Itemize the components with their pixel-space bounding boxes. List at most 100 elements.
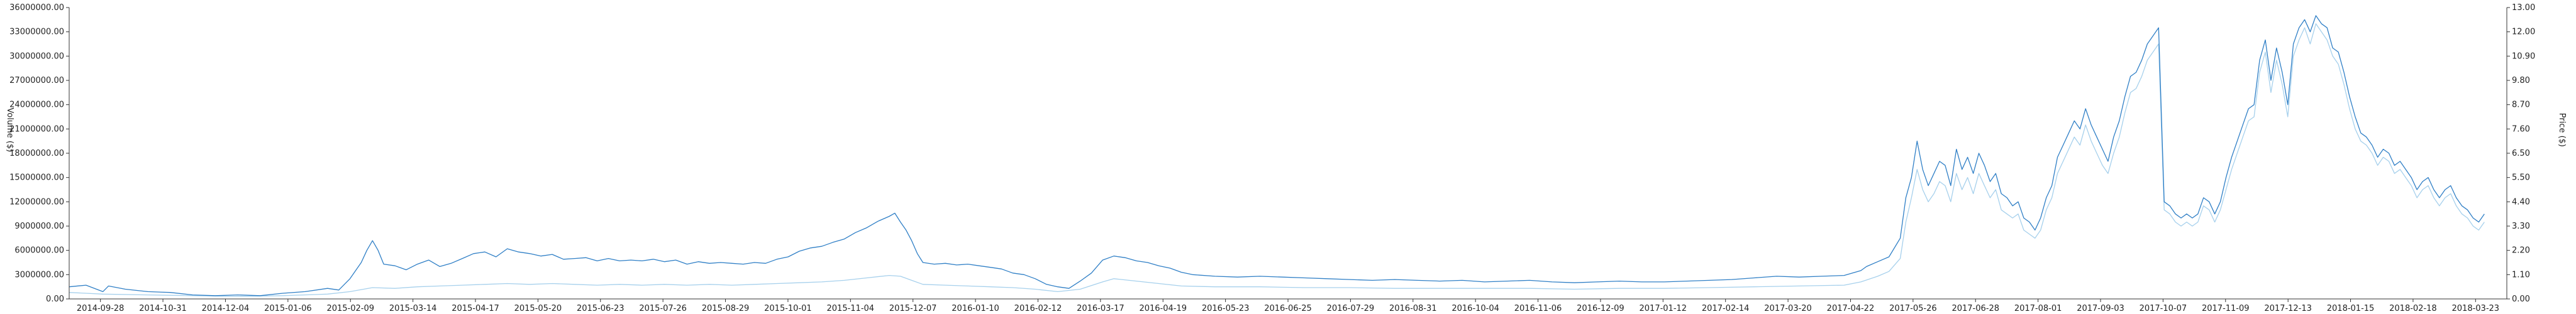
x-tick: 2017-12-13	[2264, 299, 2312, 313]
x-tick-label: 2017-05-26	[1889, 304, 1937, 313]
x-tick-label: 2016-10-04	[1452, 304, 1499, 313]
x-tick: 2017-05-26	[1889, 299, 1937, 313]
x-tick-label: 2016-04-19	[1139, 304, 1187, 313]
x-tick-label: 2017-12-13	[2264, 304, 2312, 313]
y-left-tick: 6000000.00	[14, 246, 69, 256]
y-right-tick-label: 4.40	[2512, 197, 2530, 207]
x-tick: 2018-03-23	[2452, 299, 2500, 313]
x-tick: 2016-08-31	[1389, 299, 1437, 313]
y-right-tick: 10.90	[2507, 51, 2535, 61]
x-tick: 2015-11-04	[827, 299, 875, 313]
x-tick: 2017-10-07	[2140, 299, 2187, 313]
y-right-tick: 2.20	[2507, 246, 2530, 256]
x-tick-label: 2015-02-09	[326, 304, 374, 313]
y-right-tick-label: 1.10	[2512, 270, 2530, 279]
x-tick: 2014-10-31	[139, 299, 187, 313]
x-tick-label: 2016-08-31	[1389, 304, 1437, 313]
x-tick-label: 2016-07-29	[1327, 304, 1375, 313]
y-left-tick-label: 15000000.00	[9, 173, 64, 183]
y-left-tick: 36000000.00	[9, 3, 69, 13]
x-tick-label: 2016-05-23	[1202, 304, 1250, 313]
y-left-tick: 30000000.00	[9, 51, 69, 61]
y-right-tick: 0.00	[2507, 295, 2530, 304]
y-right-tick-label: 5.50	[2512, 173, 2530, 183]
y-axis-right-title: Price ($)	[2557, 113, 2567, 147]
y-left-tick: 12000000.00	[9, 197, 69, 207]
y-right-tick: 9.80	[2507, 76, 2530, 85]
x-tick-label: 2015-01-06	[264, 304, 312, 313]
y-right-tick-label: 3.30	[2512, 222, 2530, 231]
x-tick-label: 2016-02-12	[1014, 304, 1062, 313]
x-tick: 2017-04-22	[1827, 299, 1874, 313]
x-tick: 2015-03-14	[389, 299, 437, 313]
x-tick-label: 2017-08-01	[2014, 304, 2062, 313]
x-tick: 2017-03-20	[1764, 299, 1812, 313]
y-right-tick-label: 2.20	[2512, 246, 2530, 256]
x-tick-label: 2015-03-14	[389, 304, 437, 313]
y-left-tick-label: 33000000.00	[9, 28, 64, 37]
x-tick-label: 2015-11-04	[827, 304, 875, 313]
x-tick: 2018-02-18	[2389, 299, 2437, 313]
y-left-tick: 3000000.00	[14, 270, 69, 279]
x-tick-label: 2014-10-31	[139, 304, 187, 313]
series-line	[69, 23, 2485, 297]
y-left-tick: 9000000.00	[14, 222, 69, 231]
x-tick: 2016-06-25	[1264, 299, 1312, 313]
y-axis-left-title: Volume ($)	[5, 107, 14, 152]
x-tick: 2017-09-03	[2077, 299, 2124, 313]
y-left-tick-label: 27000000.00	[9, 76, 64, 85]
x-tick-label: 2017-01-12	[1640, 304, 1687, 313]
x-tick-label: 2017-02-14	[1702, 304, 1750, 313]
x-tick: 2015-07-26	[639, 299, 687, 313]
x-tick-label: 2015-10-01	[764, 304, 812, 313]
x-tick-label: 2016-11-06	[1514, 304, 1562, 313]
y-right-tick-label: 9.80	[2512, 76, 2530, 85]
y-left-tick-label: 18000000.00	[9, 149, 64, 158]
x-tick: 2018-01-15	[2327, 299, 2375, 313]
x-tick-label: 2014-09-28	[77, 304, 125, 313]
chart-series	[69, 15, 2485, 297]
x-tick: 2015-04-17	[452, 299, 499, 313]
x-tick: 2015-10-01	[764, 299, 812, 313]
x-tick-label: 2015-12-07	[889, 304, 937, 313]
y-left-tick-label: 12000000.00	[9, 197, 64, 207]
x-tick-label: 2015-08-29	[702, 304, 750, 313]
x-tick-label: 2018-01-15	[2327, 304, 2375, 313]
x-tick: 2016-07-29	[1327, 299, 1375, 313]
y-left-tick: 24000000.00	[9, 100, 69, 110]
y-right-tick-label: 10.90	[2512, 51, 2535, 61]
x-tick: 2016-05-23	[1202, 299, 1250, 313]
y-left-tick: 27000000.00	[9, 76, 69, 85]
x-tick-label: 2018-02-18	[2389, 304, 2437, 313]
y-left-tick: 18000000.00	[9, 149, 69, 158]
x-tick: 2017-02-14	[1702, 299, 1750, 313]
y-right-tick-label: 8.70	[2512, 100, 2530, 110]
y-right-tick-label: 6.50	[2512, 149, 2530, 158]
x-tick: 2017-08-01	[2014, 299, 2062, 313]
y-left-tick-label: 6000000.00	[14, 246, 64, 256]
x-tick-label: 2017-09-03	[2077, 304, 2124, 313]
x-tick: 2016-10-04	[1452, 299, 1499, 313]
y-right-tick: 1.10	[2507, 270, 2530, 279]
x-tick: 2014-09-28	[77, 299, 125, 313]
y-axis-left: 0.00 3000000.00 6000000.00 9000000.00 120000…	[9, 3, 70, 304]
y-left-tick: 15000000.00	[9, 173, 69, 183]
x-tick-label: 2018-03-23	[2452, 304, 2500, 313]
y-left-tick-label: 3000000.00	[14, 270, 64, 279]
x-tick: 2015-06-23	[577, 299, 625, 313]
x-tick: 2015-08-29	[702, 299, 750, 313]
x-tick: 2015-12-07	[889, 299, 937, 313]
x-tick-label: 2015-07-26	[639, 304, 687, 313]
y-right-tick: 4.40	[2507, 197, 2530, 207]
x-tick-label: 2016-12-09	[1577, 304, 1624, 313]
x-tick-label: 2017-10-07	[2140, 304, 2187, 313]
y-right-tick: 12.00	[2507, 28, 2535, 37]
y-left-tick-label: 0.00	[46, 295, 64, 304]
x-axis: 2014-09-28 2014-10-31 2014-12-04 2015-01-06…	[69, 298, 2507, 313]
x-tick-label: 2015-06-23	[577, 304, 625, 313]
x-tick: 2016-03-17	[1077, 299, 1124, 313]
x-tick: 2016-11-06	[1514, 299, 1562, 313]
x-tick-label: 2017-06-28	[1951, 304, 1999, 313]
y-left-tick-label: 36000000.00	[9, 3, 64, 13]
y-left-tick: 0.00	[46, 295, 69, 304]
